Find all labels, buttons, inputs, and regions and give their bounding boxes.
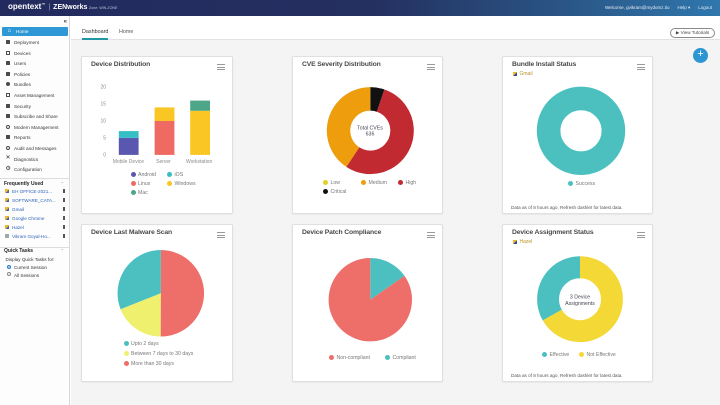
svg-text:15: 15 [100, 102, 106, 108]
svg-text:Mobile Device: Mobile Device [113, 159, 145, 165]
svg-text:Workstation: Workstation [186, 159, 213, 165]
svg-text:10: 10 [100, 119, 106, 125]
svg-text:636: 636 [366, 131, 375, 137]
svg-text:Total CVEs: Total CVEs [357, 125, 383, 131]
svg-text:3 Device: 3 Device [570, 295, 590, 301]
svg-text:Assignments: Assignments [565, 301, 595, 307]
svg-text:Server: Server [156, 159, 171, 165]
svg-text:0: 0 [103, 153, 106, 159]
svg-text:20: 20 [100, 85, 106, 91]
svg-text:5: 5 [103, 136, 106, 142]
